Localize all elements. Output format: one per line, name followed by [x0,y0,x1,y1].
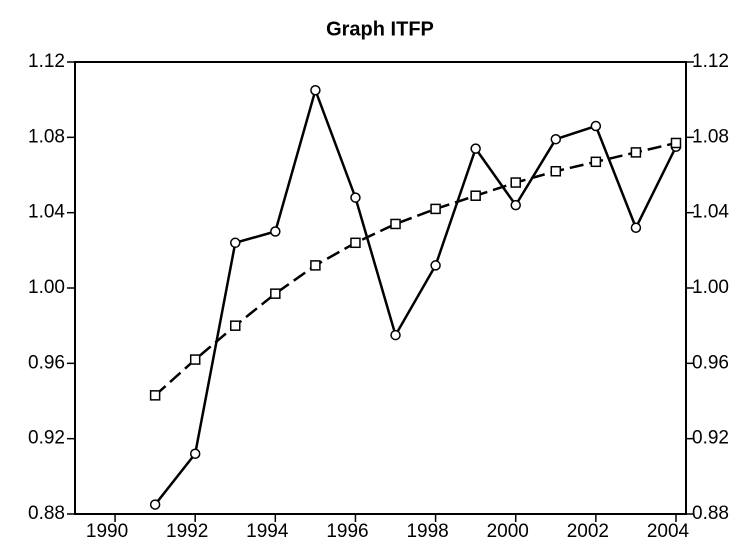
point-marker [270,288,281,299]
point-marker [510,177,521,188]
y-tick-label: 1.12 [28,51,65,72]
point-marker [630,222,642,233]
y2-tick-label: 1.04 [692,202,729,223]
point-marker [149,390,161,401]
point-marker [510,199,521,211]
point-marker [230,237,241,249]
point-marker [590,120,602,132]
point-marker [230,320,241,331]
y2-tick-label: 1.00 [692,277,729,298]
point-marker [630,147,642,158]
point-marker [390,329,401,341]
point-marker [390,218,401,230]
x-tick-label: 2002 [567,521,609,542]
chart-title: Graph ITFP [326,18,434,40]
point-marker [350,237,361,249]
point-marker [189,354,201,365]
y2-tick-label: 0.92 [692,428,729,449]
point-marker [270,226,281,237]
series-line [154,141,677,397]
y-tick-label: 1.00 [28,277,65,298]
point-marker [470,190,481,201]
point-marker [590,156,602,168]
y2-tick-label: 0.96 [692,352,729,373]
x-tick-label: 1998 [406,521,448,542]
point-marker [550,133,562,145]
y-tick-label: 0.88 [28,503,65,524]
point-marker [470,143,481,154]
x-tick-label: 1996 [326,521,368,542]
y-tick-label: 0.92 [28,428,65,449]
x-tick-label: 1990 [86,521,128,542]
point-marker [149,499,161,510]
x-tick-label: 2000 [487,521,529,542]
point-marker [350,192,361,203]
point-marker [550,165,562,177]
point-marker [430,203,441,215]
x-tick-label: 1994 [246,521,289,542]
y2-tick-label: 1.12 [692,51,729,72]
point-marker [430,260,441,271]
y-tick-label: 1.08 [28,126,65,147]
point-marker [189,448,201,459]
point-marker [310,260,321,271]
x-tick-label: 1992 [166,521,208,542]
point-marker [670,137,682,149]
y2-tick-label: 0.88 [692,503,729,524]
series-line [154,86,678,506]
y-tick-label: 0.96 [28,352,65,373]
point-marker [310,85,321,96]
y-tick-label: 1.04 [28,202,65,223]
x-tick-label: 2004 [647,521,690,542]
y2-tick-label: 1.08 [692,126,729,147]
